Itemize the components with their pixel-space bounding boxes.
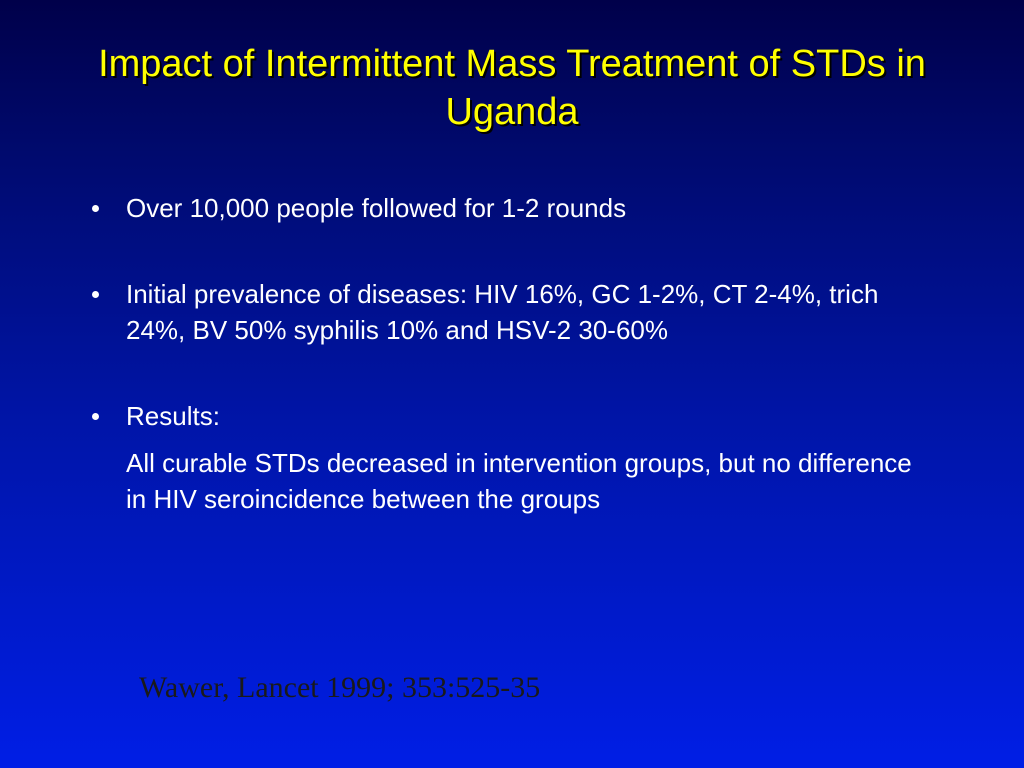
slide-title: Impact of Intermittent Mass Treatment of…: [98, 43, 926, 133]
citation: Wawer, Lancet 1999; 353:525-35: [139, 671, 541, 704]
bullet-dot-icon: [92, 205, 99, 212]
bullet-item: Over 10,000 people followed for 1-2 roun…: [86, 190, 926, 226]
bullet-text: Over 10,000 people followed for 1-2 roun…: [126, 193, 627, 223]
bullet-text: Initial prevalence of diseases: HIV 16%,…: [126, 279, 879, 345]
bullet-item: Results:: [86, 398, 926, 434]
bullet-text: Results:: [126, 401, 220, 431]
bullet-dot-icon: [92, 291, 99, 298]
bullet-list: Over 10,000 people followed for 1-2 roun…: [86, 190, 926, 517]
results-detail: All curable STDs decreased in interventi…: [126, 448, 912, 514]
bullet-item: Initial prevalence of diseases: HIV 16%,…: [86, 276, 926, 348]
bullet-dot-icon: [92, 413, 99, 420]
